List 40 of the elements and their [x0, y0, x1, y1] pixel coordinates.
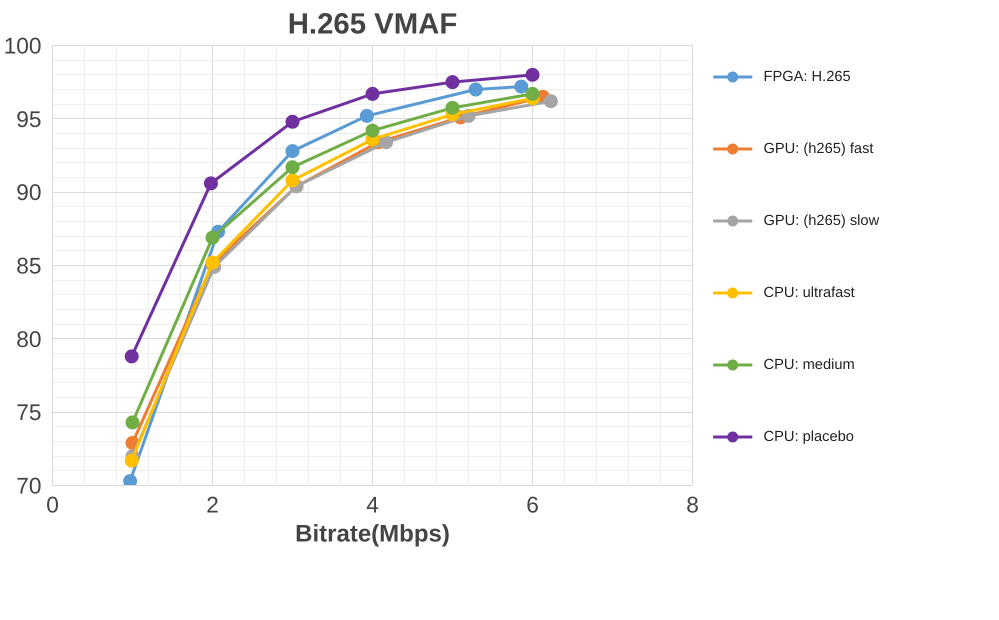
chart-title: H.265 VMAF — [288, 8, 458, 40]
x-tick-label: 2 — [206, 492, 219, 518]
point — [206, 230, 220, 245]
x-tick-label: 4 — [366, 492, 379, 518]
point — [366, 124, 380, 138]
legend-label: GPU: (h265) fast — [764, 141, 874, 157]
point — [379, 135, 394, 150]
point — [286, 114, 300, 129]
y-tick-label: 85 — [16, 252, 42, 278]
point — [286, 160, 300, 174]
y-tick-label: 75 — [16, 399, 42, 426]
y-tick-label: 100 — [4, 32, 42, 58]
legend-label: FPGA: H.265 — [764, 69, 851, 85]
point — [526, 68, 540, 82]
point — [360, 108, 374, 123]
x-axis-title: Bitrate(Mbps) — [295, 520, 450, 548]
point — [286, 144, 300, 158]
y-tick-label: 80 — [16, 326, 42, 352]
point — [514, 80, 528, 94]
legend-label: CPU: placebo — [764, 429, 854, 445]
x-tick-label: 6 — [526, 492, 539, 518]
y-tick-label: 95 — [16, 106, 42, 132]
legend-label: CPU: medium — [764, 357, 855, 373]
legend-label: CPU: ultrafast — [764, 285, 855, 301]
point — [126, 415, 140, 430]
point — [468, 82, 483, 96]
point — [124, 454, 139, 468]
x-tick-label: 0 — [46, 492, 59, 518]
point — [124, 349, 139, 364]
point — [446, 100, 460, 115]
y-tick-label: 90 — [16, 179, 42, 206]
point — [526, 86, 540, 101]
point — [446, 75, 460, 90]
y-tick-label: 70 — [16, 472, 42, 498]
point — [366, 86, 380, 101]
point — [286, 173, 300, 188]
point — [544, 94, 558, 108]
x-tick-label: 8 — [686, 492, 699, 518]
point — [204, 176, 218, 190]
legend-label: GPU: (h265) slow — [764, 213, 880, 229]
